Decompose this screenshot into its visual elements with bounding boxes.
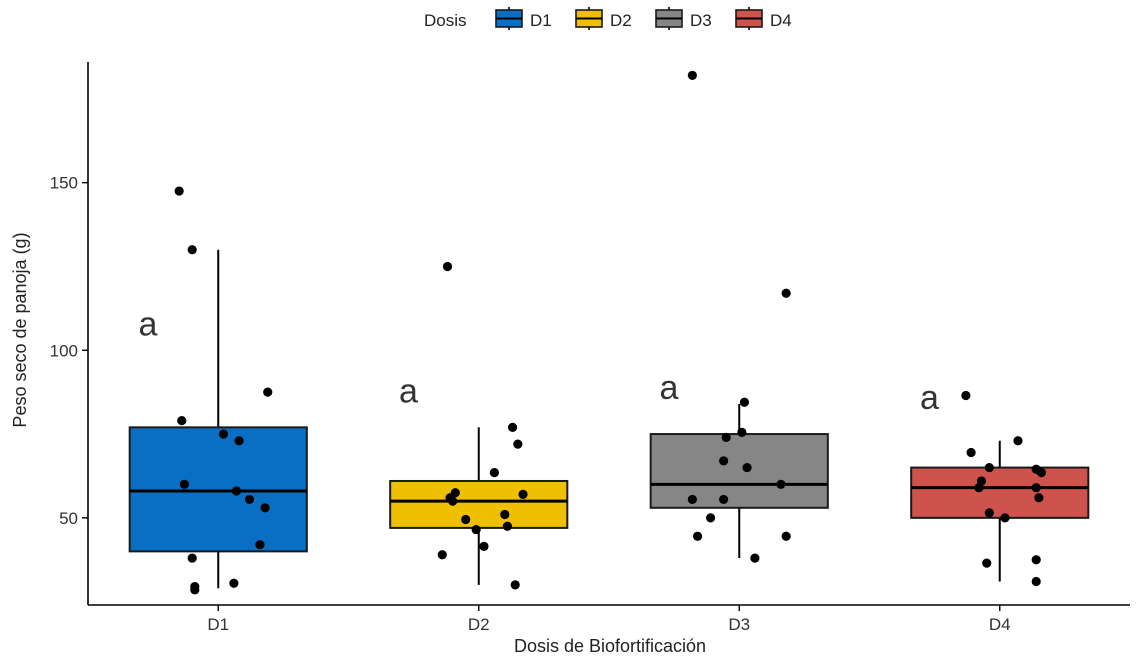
data-point — [1031, 555, 1041, 565]
box-body — [649, 433, 829, 509]
data-point — [179, 479, 189, 489]
data-point — [687, 494, 697, 505]
data-point — [781, 531, 791, 541]
y-axis-title: Peso seco de panoja (g) — [10, 232, 30, 427]
data-point — [489, 468, 499, 478]
data-point — [1031, 576, 1041, 587]
data-point — [776, 479, 786, 489]
data-point — [719, 494, 729, 505]
data-point — [739, 397, 750, 407]
data-point — [437, 550, 447, 560]
legend-item-d1: D1 — [495, 7, 552, 30]
box-d1 — [128, 249, 308, 589]
legend-label: D1 — [530, 11, 552, 30]
data-point — [721, 432, 731, 443]
legend-label: D2 — [610, 11, 632, 30]
data-point — [174, 186, 184, 196]
data-point — [984, 462, 994, 473]
data-point — [244, 494, 255, 505]
data-point — [500, 509, 510, 520]
data-point — [187, 245, 197, 255]
legend-item-d2: D2 — [575, 7, 632, 30]
box-body — [910, 466, 1090, 519]
data-point — [1013, 436, 1023, 446]
x-tick-label: D1 — [207, 615, 229, 634]
data-point — [742, 462, 752, 473]
legend-title: Dosis — [424, 11, 467, 30]
y-tick-label: 150 — [50, 174, 78, 193]
data-point — [1031, 483, 1041, 493]
data-point — [234, 436, 244, 446]
data-point — [255, 540, 265, 550]
data-point — [502, 521, 513, 531]
data-point — [263, 387, 273, 397]
box-d3 — [649, 403, 829, 559]
significance-letter: a — [920, 379, 939, 417]
data-point — [190, 585, 200, 595]
data-point — [450, 488, 460, 498]
data-point — [510, 580, 520, 590]
data-point — [231, 486, 242, 496]
data-point — [1000, 513, 1010, 523]
y-tick-label: 50 — [59, 509, 78, 528]
significance-letter: a — [399, 372, 418, 410]
legend: Dosis D1 D2 D3 D4 — [424, 7, 792, 30]
data-point — [750, 553, 760, 563]
data-point — [1034, 493, 1044, 503]
plot-area: a a a a — [128, 70, 1090, 595]
x-tick-label: D4 — [989, 615, 1011, 634]
significance-letter: a — [659, 369, 678, 407]
box-body — [128, 426, 308, 553]
data-point — [737, 427, 747, 437]
data-point — [229, 578, 239, 588]
data-point — [961, 390, 971, 401]
data-point — [966, 447, 976, 458]
data-point — [974, 483, 984, 493]
data-point — [177, 416, 187, 426]
data-point — [692, 531, 703, 541]
legend-label: D4 — [770, 11, 792, 30]
box-d2 — [389, 427, 569, 585]
legend-item-d4: D4 — [735, 7, 792, 30]
data-point — [705, 513, 716, 523]
data-point — [461, 514, 471, 525]
data-point — [719, 456, 729, 466]
data-point — [471, 524, 481, 535]
y-tick-label: 100 — [50, 341, 78, 360]
data-point — [984, 508, 994, 518]
data-point — [518, 489, 528, 499]
axes: 50 100 150 D1 D2 D3 D4 — [50, 62, 1130, 634]
legend-item-d3: D3 — [655, 7, 712, 30]
x-tick-label: D3 — [728, 615, 750, 634]
data-point — [260, 503, 270, 513]
legend-label: D3 — [690, 11, 712, 30]
x-axis-title: Dosis de Biofortificación — [514, 636, 706, 656]
data-point — [508, 422, 518, 432]
data-point — [187, 553, 197, 563]
significance-letter: a — [138, 305, 157, 343]
data-point — [448, 496, 458, 506]
box-body — [389, 479, 569, 529]
data-point — [687, 70, 697, 81]
data-point — [479, 541, 489, 551]
data-point — [1036, 468, 1047, 478]
data-point — [442, 261, 453, 272]
data-point — [218, 429, 229, 439]
data-point — [781, 288, 791, 298]
box-d4 — [910, 440, 1090, 582]
x-tick-label: D2 — [468, 615, 490, 634]
data-point — [982, 558, 992, 568]
data-point — [513, 439, 523, 449]
